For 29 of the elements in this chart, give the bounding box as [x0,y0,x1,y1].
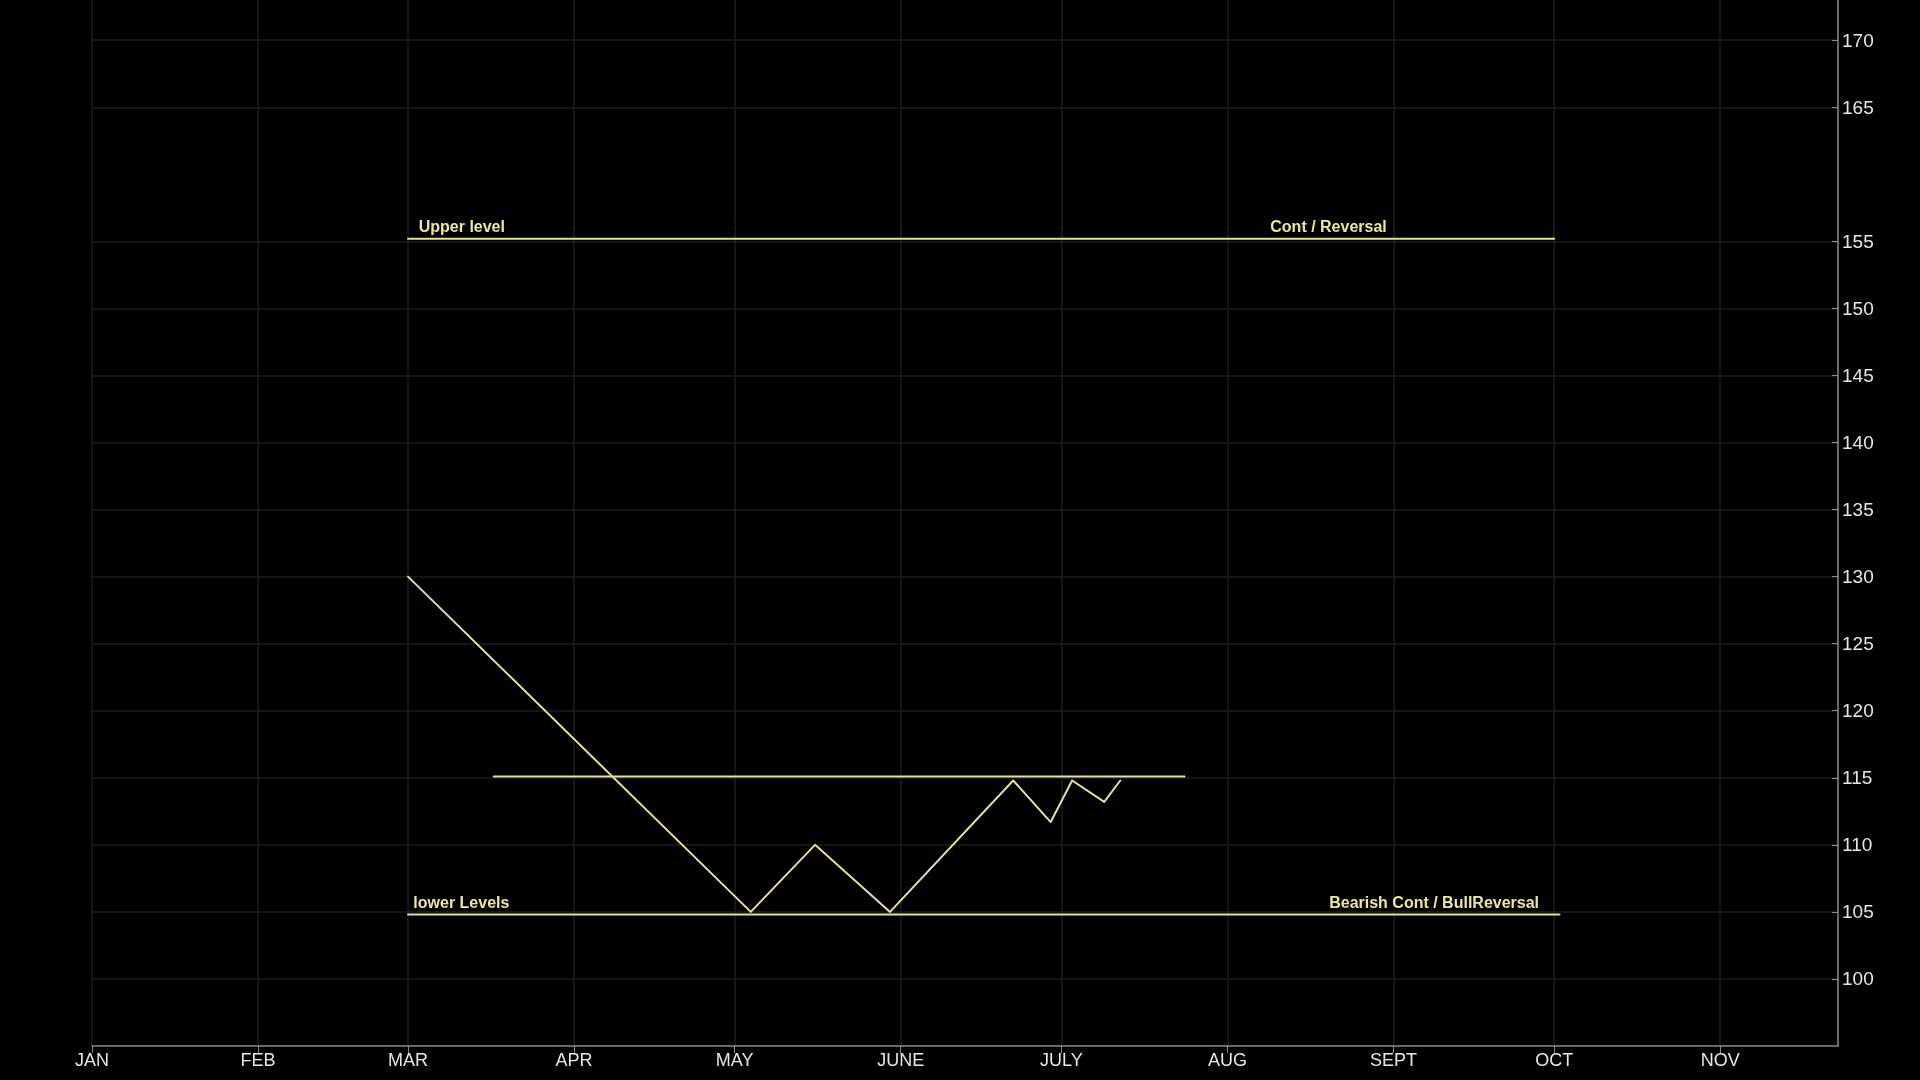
y-tick-label: 135 [1842,499,1874,521]
y-tick-label: 130 [1842,566,1874,588]
y-tick-label: 155 [1842,230,1874,252]
y-tick-label: 145 [1842,364,1874,386]
y-tick-label: 150 [1842,297,1874,319]
x-tick-label: MAY [715,1050,754,1070]
annotation: lower Levels [413,894,510,912]
annotation: Upper level [418,218,505,236]
x-tick-label: MAR [387,1050,428,1070]
x-tick-label: FEB [240,1050,276,1070]
y-tick-label: 125 [1842,633,1874,655]
y-tick-label: 170 [1842,29,1874,51]
x-tick-label: OCT [1535,1050,1574,1070]
annotation: Cont / Reversal [1270,218,1387,236]
y-tick-label: 105 [1842,901,1874,923]
y-tick-label: 115 [1842,767,1873,789]
x-tick-label: APR [555,1050,593,1070]
x-tick-label: AUG [1207,1050,1247,1070]
x-tick-label: JUNE [877,1050,925,1070]
y-tick-label: 100 [1842,968,1874,990]
y-tick-label: 110 [1842,834,1873,856]
y-tick-label: 140 [1842,432,1874,454]
y-tick-label: 120 [1842,700,1874,722]
y-tick-label: 165 [1842,96,1874,118]
x-tick-label: JAN [74,1050,110,1070]
x-tick-label: JULY [1040,1050,1083,1070]
x-tick-label: SEPT [1369,1050,1417,1070]
annotation: Bearish Cont / BullReversal [1329,894,1540,912]
x-tick-label: NOV [1700,1050,1740,1070]
